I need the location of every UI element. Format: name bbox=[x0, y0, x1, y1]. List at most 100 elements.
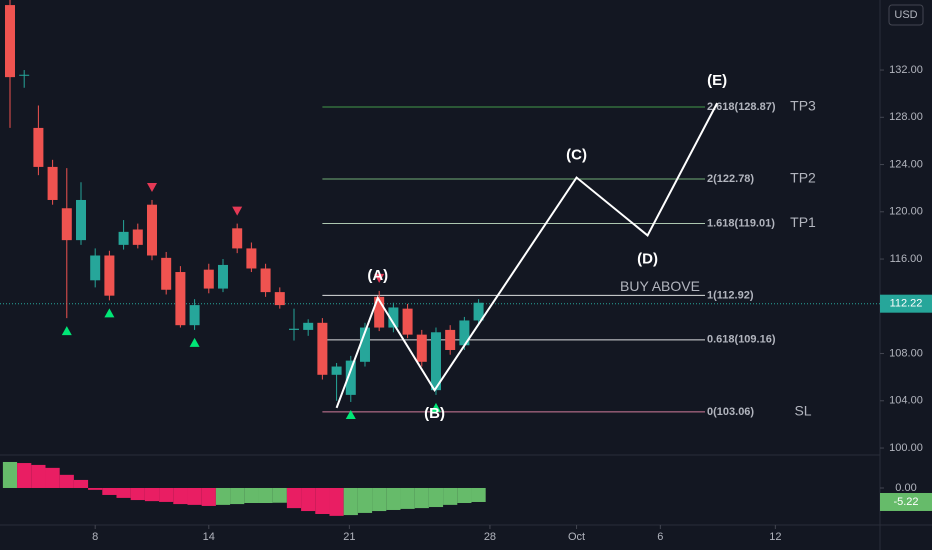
osc-bar bbox=[286, 487, 302, 509]
candle-body bbox=[33, 127, 44, 167]
candle-body bbox=[189, 305, 200, 326]
y-tick-label: 132.00 bbox=[889, 64, 923, 76]
y-tick-label: 128.00 bbox=[889, 111, 923, 123]
wave-label: (C) bbox=[566, 147, 587, 164]
osc-bar bbox=[102, 487, 117, 495]
wave-label: (A) bbox=[367, 267, 388, 284]
osc-tick-label: 0.00 bbox=[895, 482, 916, 494]
signal-up bbox=[189, 337, 200, 347]
osc-bar bbox=[59, 474, 74, 488]
osc-bar bbox=[301, 487, 316, 512]
candle-body bbox=[132, 229, 143, 245]
candle-body bbox=[161, 257, 172, 290]
osc-bar bbox=[315, 487, 330, 515]
osc-last-tag bbox=[880, 492, 932, 511]
candle-body bbox=[175, 272, 186, 326]
wave-label: (E) bbox=[707, 72, 727, 89]
signal-up bbox=[104, 308, 115, 318]
osc-bar bbox=[17, 463, 32, 488]
osc-bar bbox=[357, 487, 373, 513]
candle-body bbox=[459, 320, 470, 346]
x-tick-label: 14 bbox=[203, 531, 215, 543]
candle-body bbox=[303, 322, 314, 330]
candle-body bbox=[445, 329, 456, 350]
candle-body bbox=[388, 307, 399, 328]
osc-last-label: -5.22 bbox=[893, 496, 918, 508]
osc-bar bbox=[244, 487, 259, 504]
osc-bar bbox=[187, 487, 202, 505]
fib-label: 1.618(119.01) bbox=[707, 217, 775, 229]
fib-note: SL bbox=[794, 403, 811, 419]
fib-label: 0(103.06) bbox=[707, 406, 754, 418]
candle-body bbox=[4, 5, 15, 78]
osc-bar bbox=[144, 487, 160, 502]
currency-box[interactable] bbox=[888, 4, 924, 26]
fib-label: 1(112.92) bbox=[707, 289, 754, 301]
osc-bar bbox=[443, 487, 458, 505]
osc-bar bbox=[428, 487, 444, 508]
fib-note: TP2 bbox=[790, 170, 816, 186]
osc-bar bbox=[88, 487, 103, 490]
wave-label: (D) bbox=[637, 250, 658, 267]
signal-down bbox=[146, 182, 157, 192]
osc-bar bbox=[471, 487, 486, 502]
osc-bar bbox=[2, 461, 18, 488]
osc-bar bbox=[258, 487, 273, 504]
x-tick-label: 8 bbox=[92, 531, 98, 543]
signal-down bbox=[232, 206, 243, 216]
osc-bar bbox=[457, 487, 472, 504]
osc-bar bbox=[116, 487, 131, 498]
candle-body bbox=[203, 269, 214, 289]
signal-down bbox=[374, 273, 385, 283]
osc-bar bbox=[201, 487, 216, 506]
fib-note: BUY ABOVE bbox=[620, 278, 700, 294]
x-tick-label: 12 bbox=[769, 531, 781, 543]
y-tick-label: 124.00 bbox=[889, 158, 923, 170]
osc-bar bbox=[230, 487, 245, 505]
y-tick-label: 100.00 bbox=[889, 442, 923, 454]
last-price-tag bbox=[880, 294, 932, 313]
y-tick-label: 116.00 bbox=[890, 253, 923, 265]
candle-body bbox=[317, 322, 328, 375]
candle-body bbox=[416, 334, 427, 362]
fib-note: TP1 bbox=[790, 214, 816, 230]
osc-bar bbox=[329, 487, 344, 516]
candle-body bbox=[359, 327, 370, 362]
signal-up bbox=[345, 409, 356, 419]
fib-label: 0.618(109.16) bbox=[707, 334, 776, 346]
candle-body bbox=[217, 264, 228, 289]
candle-body bbox=[473, 302, 484, 321]
osc-bar bbox=[130, 487, 145, 501]
x-tick-label: 21 bbox=[343, 531, 355, 543]
last-price-label: 112.22 bbox=[890, 298, 923, 310]
candle-body bbox=[19, 74, 30, 76]
wave-label: (B) bbox=[424, 405, 445, 422]
osc-bar bbox=[173, 487, 188, 505]
candle-body bbox=[331, 366, 342, 375]
candle-body bbox=[246, 248, 257, 269]
osc-bar bbox=[414, 487, 429, 509]
main-pane: 2.618(128.87) TP3 2(122.78) TP2 1.618(119.01… bbox=[0, 0, 880, 422]
candle-body bbox=[402, 308, 413, 335]
x-tick-label: 28 bbox=[484, 531, 496, 543]
candle-body bbox=[104, 255, 115, 296]
candle-body bbox=[288, 328, 299, 330]
osc-bar bbox=[31, 464, 46, 488]
osc-bar bbox=[372, 487, 387, 512]
candle-body bbox=[61, 208, 72, 241]
osc-bar bbox=[400, 487, 415, 509]
x-tick-label: 6 bbox=[657, 531, 663, 543]
osc-bar bbox=[159, 487, 174, 502]
x-tick-label: Oct bbox=[568, 531, 585, 543]
osc-bar bbox=[73, 479, 89, 488]
fib-note: TP3 bbox=[790, 98, 816, 114]
candle-body bbox=[274, 292, 285, 306]
signal-up bbox=[61, 326, 72, 336]
candle-body bbox=[90, 255, 101, 281]
y-tick-label: 108.00 bbox=[889, 347, 923, 359]
osc-bar bbox=[272, 487, 287, 503]
currency: USD bbox=[894, 9, 917, 21]
osc-bar bbox=[343, 487, 358, 516]
